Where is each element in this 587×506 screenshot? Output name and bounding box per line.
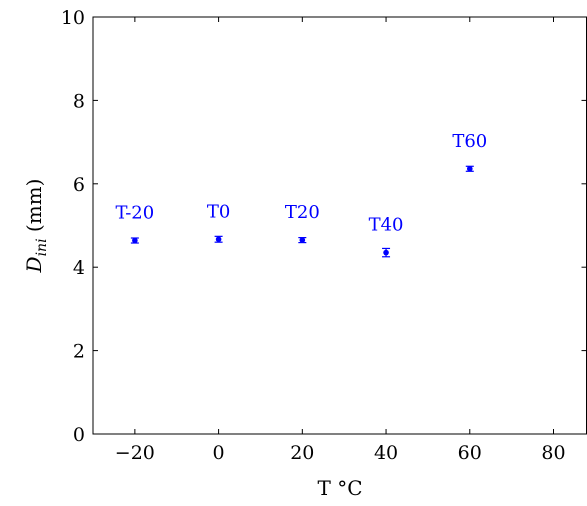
x-tick-label: −20 (115, 442, 155, 464)
x-axis-label: T °C (318, 476, 363, 500)
y-axis-label-symbol: D (22, 256, 46, 273)
y-tick-label: 0 (73, 424, 85, 446)
point-label: T0 (207, 201, 230, 222)
point-marker (466, 165, 473, 172)
x-tick-label: 80 (541, 442, 565, 464)
x-tick-label: 20 (290, 442, 314, 464)
y-axis-label-subscript: ini (34, 238, 50, 256)
point-marker (132, 237, 138, 244)
data-point: T0 (207, 201, 230, 243)
data-point: T60 (452, 131, 487, 172)
y-tick-label: 8 (73, 90, 85, 112)
plot-frame (92, 16, 587, 435)
y-tick-label: 4 (73, 257, 85, 279)
x-tick-label: 60 (458, 442, 482, 464)
point-marker (383, 249, 389, 256)
tick-labels: −20 0 20 40 60 80 0 2 4 6 8 10 (61, 7, 566, 464)
x-tick-label: 40 (374, 442, 398, 464)
data-point: T-20 (116, 203, 155, 244)
point-marker (215, 236, 222, 243)
data-point: T20 (285, 202, 320, 244)
y-tick-label: 10 (61, 7, 85, 29)
point-label: T40 (369, 215, 404, 236)
point-label: T-20 (116, 203, 155, 224)
y-axis-label-unit: (mm) (22, 179, 46, 239)
data-points: T-20 T0 T20 T40 T60 (116, 131, 487, 258)
ticks (93, 16, 587, 435)
point-label: T60 (452, 131, 487, 152)
y-tick-label: 2 (73, 341, 85, 363)
point-marker (299, 237, 306, 243)
y-axis-label: Dini (mm) (22, 179, 50, 274)
point-label: T20 (285, 202, 320, 223)
data-point: T40 (369, 215, 404, 258)
y-tick-label: 6 (73, 174, 85, 196)
x-tick-label: 0 (213, 442, 225, 464)
